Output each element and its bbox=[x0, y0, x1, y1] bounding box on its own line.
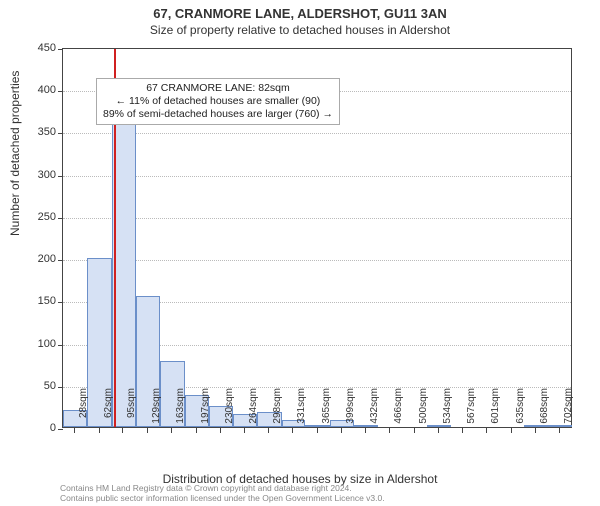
xtick-label: 129sqm bbox=[151, 388, 162, 432]
xtick-label: 500sqm bbox=[418, 388, 429, 432]
xtick-mark bbox=[438, 428, 439, 433]
ytick-mark bbox=[58, 260, 63, 261]
xtick-mark bbox=[486, 428, 487, 433]
xtick-mark bbox=[462, 428, 463, 433]
xtick-label: 197sqm bbox=[200, 388, 211, 432]
ytick-mark bbox=[58, 387, 63, 388]
ytick-mark bbox=[58, 91, 63, 92]
xtick-label: 365sqm bbox=[321, 388, 332, 432]
xtick-label: 466sqm bbox=[393, 388, 404, 432]
annotation-line1: 67 CRANMORE LANE: 82sqm bbox=[103, 82, 333, 95]
xtick-label: 95sqm bbox=[126, 388, 137, 432]
xtick-label: 28sqm bbox=[78, 388, 89, 432]
xtick-mark bbox=[220, 428, 221, 433]
xtick-label: 230sqm bbox=[224, 388, 235, 432]
xtick-label: 702sqm bbox=[563, 388, 574, 432]
ytick-mark bbox=[58, 345, 63, 346]
ytick-label: 100 bbox=[16, 338, 56, 350]
gridline-h bbox=[63, 133, 571, 134]
gridline-h bbox=[63, 218, 571, 219]
xtick-mark bbox=[268, 428, 269, 433]
xtick-label: 399sqm bbox=[345, 388, 356, 432]
ytick-label: 250 bbox=[16, 211, 56, 223]
xtick-mark bbox=[171, 428, 172, 433]
ytick-mark bbox=[58, 176, 63, 177]
chart-title-sub: Size of property relative to detached ho… bbox=[0, 23, 600, 37]
gridline-h bbox=[63, 176, 571, 177]
xtick-label: 331sqm bbox=[296, 388, 307, 432]
xtick-label: 264sqm bbox=[248, 388, 259, 432]
ytick-label: 200 bbox=[16, 253, 56, 265]
ytick-label: 400 bbox=[16, 84, 56, 96]
ytick-label: 50 bbox=[16, 380, 56, 392]
xtick-mark bbox=[292, 428, 293, 433]
ytick-mark bbox=[58, 133, 63, 134]
xtick-mark bbox=[317, 428, 318, 433]
xtick-label: 668sqm bbox=[539, 388, 550, 432]
xtick-mark bbox=[414, 428, 415, 433]
xtick-mark bbox=[74, 428, 75, 433]
xtick-label: 635sqm bbox=[515, 388, 526, 432]
xtick-mark bbox=[365, 428, 366, 433]
xtick-mark bbox=[341, 428, 342, 433]
chart-title-main: 67, CRANMORE LANE, ALDERSHOT, GU11 3AN bbox=[0, 6, 600, 21]
annotation-line3: 89% of semi-detached houses are larger (… bbox=[103, 108, 333, 121]
gridline-h bbox=[63, 260, 571, 261]
xtick-mark bbox=[99, 428, 100, 433]
ytick-label: 0 bbox=[16, 422, 56, 434]
ytick-label: 300 bbox=[16, 169, 56, 181]
ytick-label: 350 bbox=[16, 126, 56, 138]
xtick-label: 163sqm bbox=[175, 388, 186, 432]
annotation-line2: ← 11% of detached houses are smaller (90… bbox=[103, 95, 333, 108]
ytick-mark bbox=[58, 49, 63, 50]
ytick-label: 150 bbox=[16, 295, 56, 307]
xtick-mark bbox=[389, 428, 390, 433]
xtick-mark bbox=[196, 428, 197, 433]
annotation-box: 67 CRANMORE LANE: 82sqm ← 11% of detache… bbox=[96, 78, 340, 125]
xtick-label: 534sqm bbox=[442, 388, 453, 432]
xtick-label: 432sqm bbox=[369, 388, 380, 432]
footer-line2: Contains public sector information licen… bbox=[60, 494, 385, 504]
xtick-label: 601sqm bbox=[490, 388, 501, 432]
ytick-mark bbox=[58, 218, 63, 219]
xtick-mark bbox=[535, 428, 536, 433]
xtick-mark bbox=[559, 428, 560, 433]
ytick-label: 450 bbox=[16, 42, 56, 54]
xtick-label: 62sqm bbox=[103, 388, 114, 432]
ytick-mark bbox=[58, 429, 63, 430]
xtick-mark bbox=[122, 428, 123, 433]
xtick-mark bbox=[511, 428, 512, 433]
xtick-label: 298sqm bbox=[272, 388, 283, 432]
plot-area: 67 CRANMORE LANE: 82sqm ← 11% of detache… bbox=[62, 48, 572, 428]
footer-attribution: Contains HM Land Registry data © Crown c… bbox=[60, 484, 385, 504]
chart-container: 67, CRANMORE LANE, ALDERSHOT, GU11 3AN S… bbox=[0, 6, 600, 506]
ytick-mark bbox=[58, 302, 63, 303]
xtick-mark bbox=[244, 428, 245, 433]
xtick-label: 567sqm bbox=[466, 388, 477, 432]
xtick-mark bbox=[147, 428, 148, 433]
